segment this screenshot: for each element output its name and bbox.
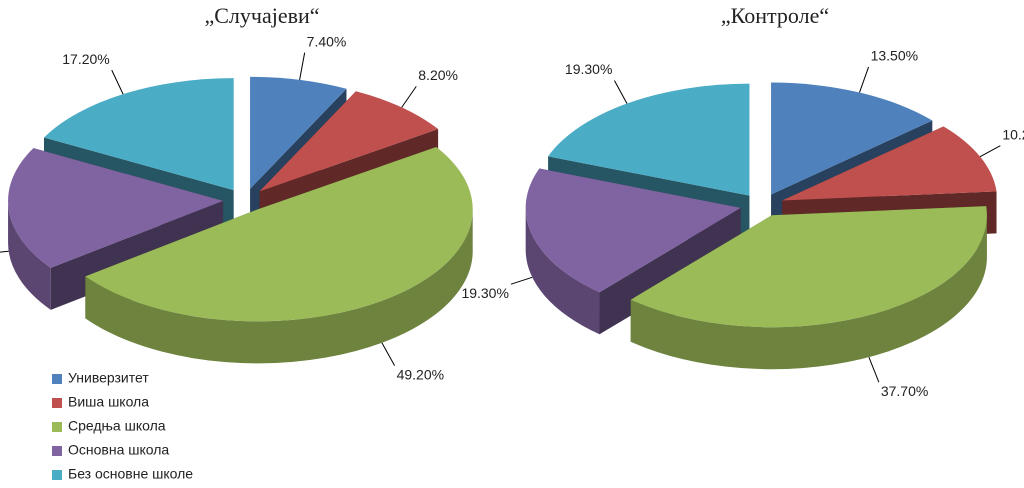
slice <box>782 126 997 201</box>
legend-swatch <box>52 446 62 456</box>
leader-line <box>868 356 880 383</box>
leader-line <box>111 69 124 95</box>
data-label: 19.30% <box>461 285 508 301</box>
data-label: 7.40% <box>307 33 347 49</box>
legend-label: Основна школа <box>68 442 169 458</box>
legend-swatch <box>52 470 62 480</box>
legend-label: Средња школа <box>68 418 166 434</box>
data-label: 37.70% <box>881 383 928 399</box>
data-label: 49.20% <box>397 366 444 382</box>
slice <box>771 82 933 195</box>
legend-swatch <box>52 422 62 432</box>
leader-line <box>510 276 533 285</box>
slice <box>250 76 347 189</box>
slice <box>630 206 987 328</box>
leader-line <box>613 80 628 104</box>
leader-line <box>979 145 1001 158</box>
data-label: 19.30% <box>565 61 612 77</box>
leader-line <box>0 250 9 253</box>
slice-side <box>8 200 51 310</box>
legend-label: Без основне школе <box>68 466 193 482</box>
data-label: 8.20% <box>418 67 458 83</box>
slice-side <box>525 207 600 335</box>
slice <box>525 168 741 293</box>
leader-line <box>401 86 417 108</box>
leader-line <box>299 52 306 80</box>
slice <box>8 148 224 268</box>
slice <box>43 78 234 191</box>
legend-swatch <box>52 398 62 408</box>
chart-title: „Случајеви“ <box>204 3 319 28</box>
slice <box>548 83 750 196</box>
chart-title: „Контроле“ <box>721 3 829 28</box>
slice-side <box>85 209 473 364</box>
legend-label: Виша школа <box>68 394 149 410</box>
legend-label: Универзитет <box>68 370 149 386</box>
legend-swatch <box>52 374 62 384</box>
data-label: 13.50% <box>871 48 918 64</box>
data-label: 10.20% <box>1002 126 1024 142</box>
slice-side <box>630 215 987 370</box>
leader-line <box>381 342 396 366</box>
slice <box>85 146 473 322</box>
data-label: 17.20% <box>62 51 109 67</box>
leader-line <box>859 66 870 93</box>
slice <box>259 91 439 192</box>
